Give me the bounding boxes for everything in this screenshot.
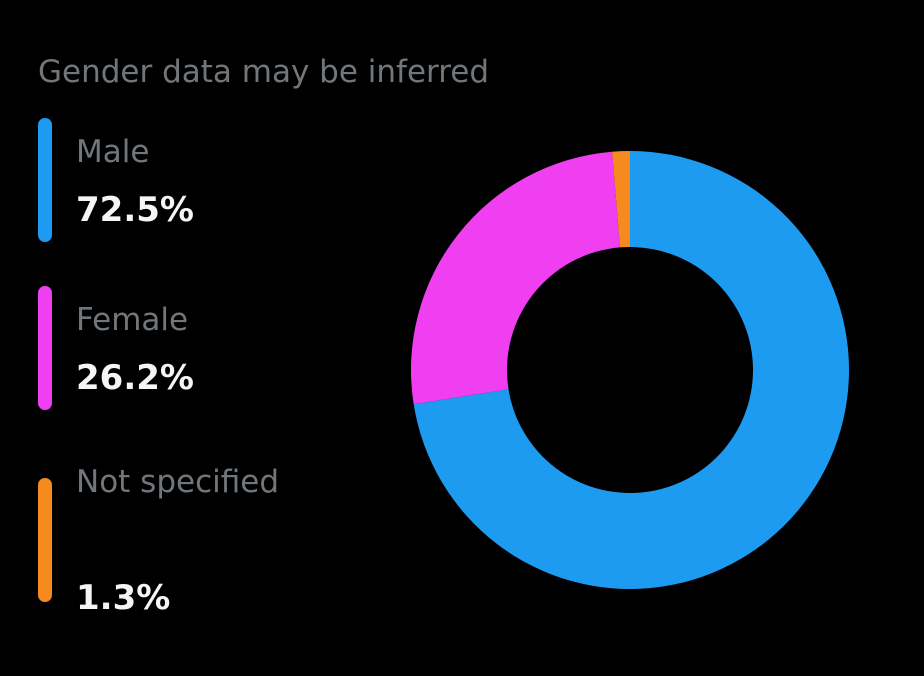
slice-male <box>413 151 849 589</box>
legend-label-male: Male <box>76 134 150 170</box>
legend-label-female: Female <box>76 302 189 338</box>
legend-item-female: Female 26.2% <box>38 286 368 410</box>
legend-value-not-specified: 1.3% <box>76 578 171 618</box>
legend-swatch-not-specified <box>38 478 52 602</box>
slice-female <box>411 151 620 405</box>
legend-label-not-specified: Not specified <box>76 464 279 500</box>
slice-not-specified <box>612 151 630 248</box>
legend-item-not-specified: Not specified 1.3% <box>38 464 368 618</box>
legend-value-male: 72.5% <box>76 190 194 230</box>
legend-swatch-male <box>38 118 52 242</box>
legend-swatch-female <box>38 286 52 410</box>
legend-value-female: 26.2% <box>76 358 194 398</box>
legend-item-male: Male 72.5% <box>38 118 368 242</box>
donut-chart <box>411 151 849 589</box>
inference-note: Gender data may be inferred <box>38 54 490 90</box>
